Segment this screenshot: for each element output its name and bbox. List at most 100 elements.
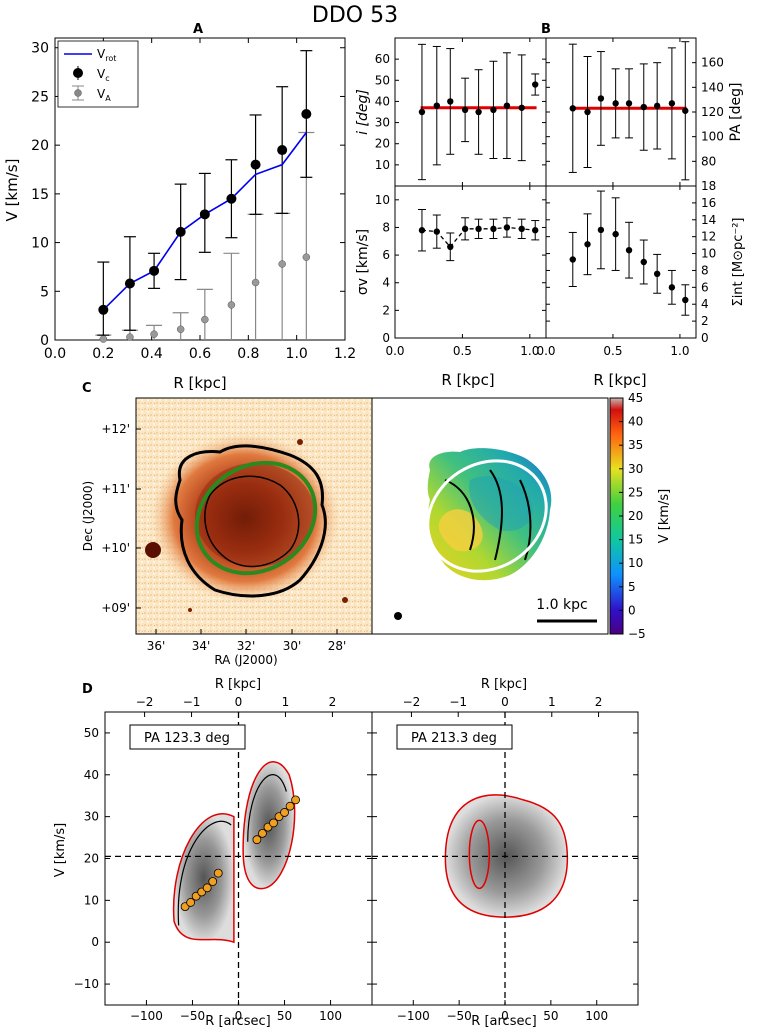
a-ytick-label: 10 (31, 236, 49, 252)
d-ytick-label: 0 (91, 935, 99, 949)
va-point (176, 325, 185, 334)
d-xtick-label: 0 (235, 1009, 243, 1023)
pv-annotation: PA 213.3 deg (411, 731, 497, 746)
colorbar-tick-label: −5 (628, 627, 646, 641)
panel-c-xlabel: RA (J2000) (214, 653, 277, 667)
b-point (640, 103, 647, 111)
d-top-tick-label: −1 (449, 695, 467, 709)
panel-b-incl-frame (394, 37, 547, 187)
legend-vc-label: V (97, 67, 106, 81)
a-xtick-label: 1.2 (334, 346, 356, 362)
panel-b-sigma-ylabel: σv [km/s] (355, 229, 371, 295)
fit-ellipse-velocity (426, 459, 548, 573)
b-ytick-label: 6 (382, 248, 390, 262)
b-point (490, 106, 497, 114)
panel-b-sigma-frame (394, 185, 547, 339)
c-ytick-label: +11' (101, 482, 130, 496)
b-ytick-label: 10 (375, 193, 390, 207)
colorbar-tick-label: 25 (628, 485, 643, 499)
scale-bar-label: 1.0 kpc (536, 597, 587, 613)
panel-b-pa-ylabel: PA [deg] (728, 83, 744, 142)
b-point (418, 108, 426, 116)
pv-core-contour (468, 819, 491, 890)
colorbar-tick-label: 10 (628, 556, 643, 570)
hi-contour-outer (174, 444, 327, 598)
panel-b-pa-frame (545, 37, 697, 187)
b-ytick-label: 100 (701, 130, 724, 144)
a-ytick-label: 5 (40, 284, 49, 300)
d-top-tick-label: −2 (403, 695, 421, 709)
pv-model-point (213, 868, 223, 878)
b-ytick-label: 8 (382, 220, 390, 234)
legend-vrot-sub: rot (105, 54, 116, 63)
a-xtick-label: 0.0 (44, 346, 66, 362)
d-ytick-label: −10 (74, 977, 99, 991)
b-point (447, 98, 454, 105)
figure-title: DDO 53 (312, 3, 398, 28)
pv-model-point (269, 818, 278, 828)
panel-c-label: C (82, 381, 92, 396)
optical-image (135, 397, 373, 635)
panel-d: D PA 123.3 deg−100 −50 0 50 100−2 −1 0 1 2−10010… (53, 677, 639, 1029)
pv-model-point (280, 808, 289, 817)
b-xtick-label: 0.0 (385, 344, 404, 358)
va-point (201, 315, 209, 324)
colorbar-tick-label: 15 (628, 533, 643, 547)
d-top-tick-label: 2 (329, 695, 337, 709)
c-xtick-label: 36' (147, 639, 166, 653)
vc-point (250, 159, 261, 170)
c-xtick-label: 30' (283, 639, 302, 653)
a-ytick-label: 0 (40, 333, 49, 349)
d-ytick-label: 20 (84, 852, 99, 866)
va-point (251, 278, 260, 287)
pv-model-point (291, 795, 300, 805)
panel-b-sigma-int-frame (545, 185, 697, 339)
c-xtick-label: 28' (328, 639, 347, 653)
b-point (461, 106, 469, 114)
b-ytick-label: 6 (701, 280, 709, 294)
d-top-tick-label: 2 (595, 695, 603, 709)
a-ytick-label: 25 (31, 89, 49, 105)
b-ytick-label: 4 (701, 297, 709, 311)
va-point (150, 330, 158, 338)
pv-model-point (186, 898, 196, 907)
legend-vc-sub: c (105, 74, 109, 83)
b-point (532, 81, 539, 88)
b-xtick-label: 1.0 (670, 344, 689, 358)
a-ytick-label: 20 (31, 138, 49, 154)
panel-a: A 0.0 0.2 0.4 0.6 0.8 1.0 1.2 0 5 10 15 20 25 30 R [… (3, 22, 356, 392)
panel-d-right-top-xlabel: R [kpc] (481, 677, 527, 692)
d-top-tick-label: 0 (235, 695, 243, 709)
b-ytick-label: 2 (382, 303, 390, 317)
panel-c-ylabel: Dec (J2000) (81, 481, 95, 551)
panel-d-ylabel: V [km/s] (53, 823, 68, 878)
panel-b-sigma-xlabel: R [kpc] (441, 371, 494, 389)
d-top-tick-label: −2 (136, 695, 154, 709)
b-ytick-label: 50 (375, 73, 390, 87)
pv-model-point (202, 883, 212, 893)
b-point (612, 100, 619, 107)
vc-point (301, 108, 312, 119)
b-point (612, 230, 619, 238)
d-xtick-label: −100 (130, 1009, 163, 1023)
velocity-field: 1.0 kpc (371, 397, 609, 635)
b-point (668, 100, 676, 107)
pv-annotation: PA 123.3 deg (144, 731, 230, 746)
panel-d-label: D (82, 682, 93, 697)
b-point (625, 100, 633, 107)
panel-a-label: A (193, 22, 203, 37)
b-xtick-label: 1.0 (520, 344, 539, 358)
panel-b-label: B (541, 22, 551, 37)
legend-va-label: V (97, 87, 106, 101)
panel-a-legend: Vrot Vc VA (57, 40, 139, 108)
c-xtick-label: 34' (192, 639, 211, 653)
b-ytick-label: 2 (701, 314, 709, 328)
b-point (569, 105, 576, 112)
vc-point (199, 209, 210, 220)
vc-point (149, 265, 160, 276)
vc-point (175, 226, 186, 237)
b-point (569, 256, 576, 263)
c-ytick-label: +12' (101, 422, 130, 436)
b-point (682, 107, 689, 114)
svg-text:Vrot: Vrot (97, 47, 116, 63)
